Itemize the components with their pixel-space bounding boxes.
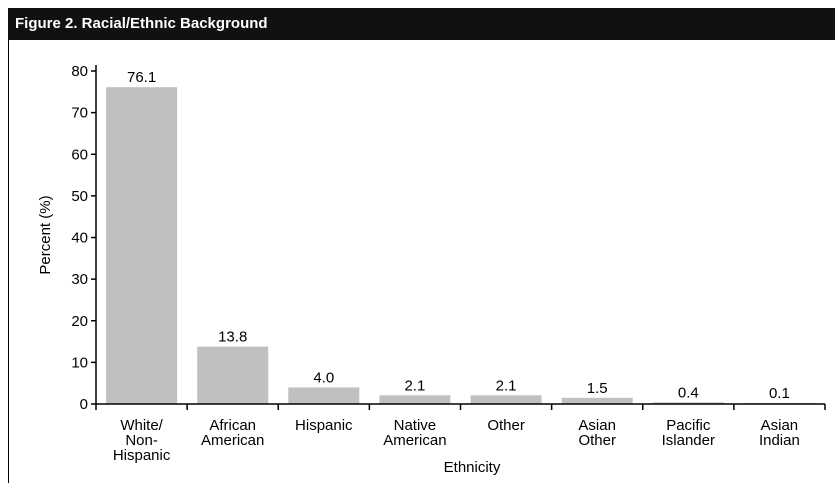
y-axis-title: Percent (%) (37, 195, 54, 274)
bar-0 (106, 87, 178, 404)
value-label-4: 2.1 (496, 377, 517, 394)
y-tick-label-8: 80 (71, 63, 88, 80)
bar-6 (652, 402, 724, 404)
figure-frame-left-border (8, 40, 9, 483)
x-tick-label-7: Asian Indian (759, 417, 800, 449)
bars (106, 87, 815, 404)
bar-4 (470, 395, 542, 404)
value-labels: 76.1 13.8 4.0 2.1 2.1 1.5 0.4 0.1 (127, 69, 790, 402)
x-tick-label-4: Other (487, 417, 525, 434)
figure-title: Figure 2. Racial/Ethnic Background (15, 15, 268, 32)
value-label-2: 4.0 (313, 369, 334, 386)
bar-5 (561, 397, 633, 404)
bar-2 (288, 387, 360, 404)
y-tick-label-6: 60 (71, 146, 88, 163)
x-axis-title: Ethnicity (444, 459, 501, 476)
value-label-5: 1.5 (587, 380, 608, 397)
x-tick-label-0: White/Non-Hispanic (113, 417, 171, 464)
y-tick-label-5: 50 (71, 188, 88, 205)
y-tick-label-0: 0 (80, 396, 88, 413)
y-tick-label-4: 40 (71, 230, 88, 247)
x-tick-label-6: Pacific Islander (662, 417, 715, 449)
value-label-6: 0.4 (678, 384, 699, 401)
value-label-7: 0.1 (769, 385, 790, 402)
value-label-1: 13.8 (218, 329, 247, 346)
x-tick-label-5: Asian Other (578, 417, 616, 449)
figure-title-bar: Figure 2. Racial/Ethnic Background (8, 8, 835, 40)
y-tick-label-2: 20 (71, 313, 88, 330)
x-tick-label-2: Hispanic (295, 417, 353, 434)
y-tick-label-3: 30 (71, 271, 88, 288)
y-axis: 0 10 20 30 40 50 60 70 80 (71, 63, 97, 413)
value-label-3: 2.1 (404, 377, 425, 394)
x-tick-label-3: Native American (383, 417, 446, 449)
y-tick-label-7: 70 (71, 105, 88, 122)
bar-3 (379, 395, 451, 404)
x-tick-label-1: African American (201, 417, 264, 449)
bar-1 (197, 346, 269, 404)
y-tick-label-1: 10 (71, 354, 88, 371)
value-label-0: 76.1 (127, 69, 156, 86)
x-axis: White/Non-Hispanic African American Hispani… (95, 403, 826, 464)
